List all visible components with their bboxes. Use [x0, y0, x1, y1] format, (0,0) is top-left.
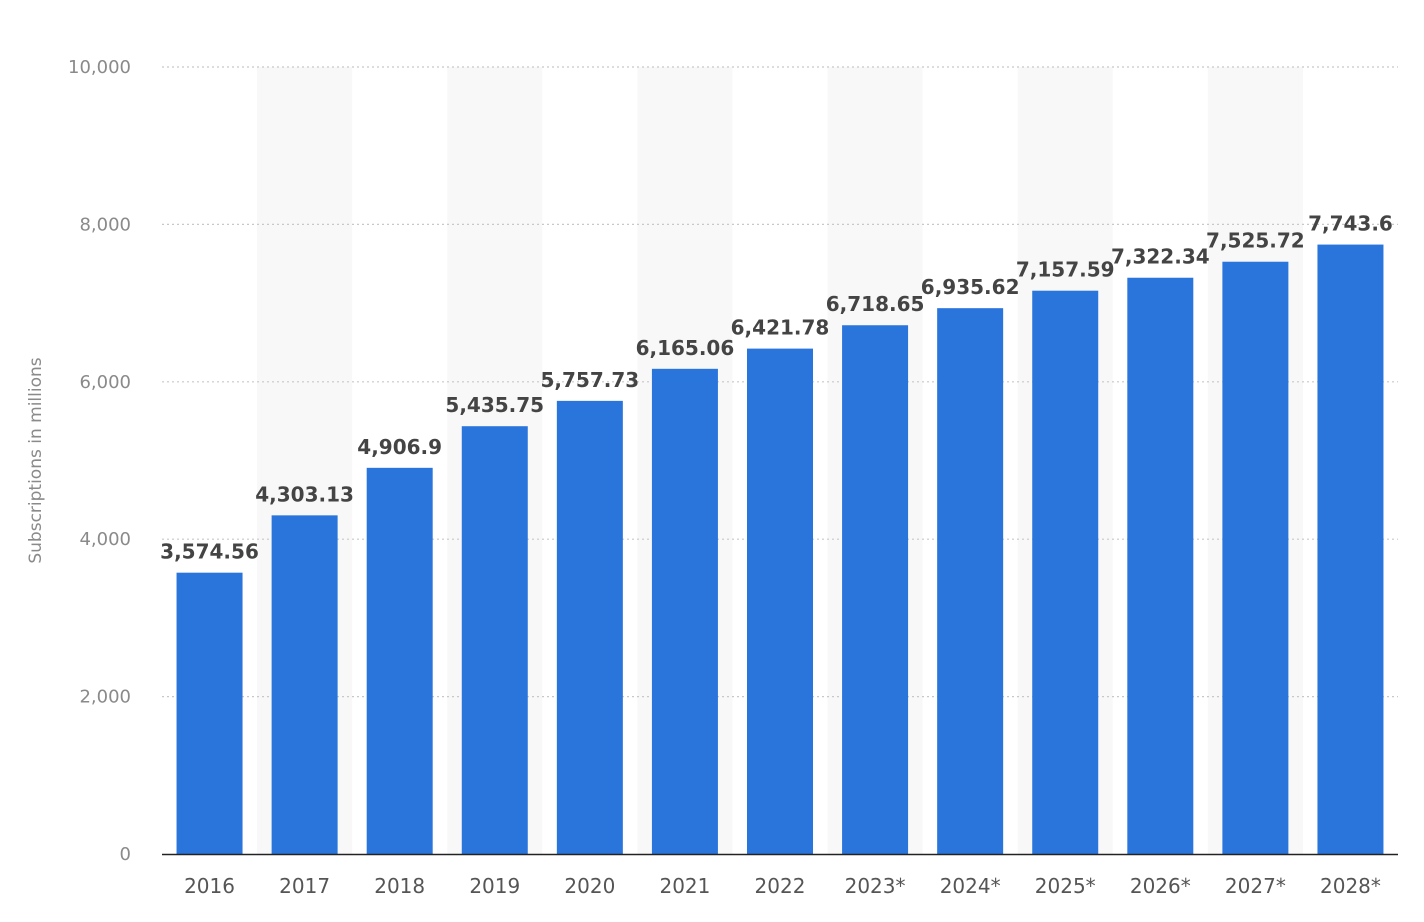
x-tick-label: 2018 — [374, 874, 425, 898]
y-tick-label: 8,000 — [79, 214, 131, 235]
x-tick-label: 2028* — [1320, 874, 1381, 898]
bar-2017[interactable] — [271, 515, 338, 854]
x-tick-label: 2022 — [755, 874, 806, 898]
y-tick-label: 10,000 — [68, 57, 131, 78]
x-tick-label: 2020 — [564, 874, 615, 898]
data-label: 6,421.78 — [731, 316, 830, 340]
data-label: 6,165.06 — [636, 336, 735, 360]
y-tick-label: 2,000 — [79, 687, 131, 708]
y-axis-title: Subscriptions in millions — [26, 357, 46, 563]
x-tick-label: 2023* — [845, 874, 906, 898]
x-tick-label: 2016 — [184, 874, 235, 898]
x-tick-label: 2027* — [1225, 874, 1286, 898]
data-label: 7,157.59 — [1016, 258, 1115, 282]
data-label: 6,935.62 — [921, 275, 1020, 299]
data-label: 7,322.34 — [1111, 245, 1210, 269]
data-label: 5,757.73 — [540, 368, 639, 392]
x-tick-label: 2019 — [469, 874, 520, 898]
bar-2018[interactable] — [366, 467, 433, 854]
data-label: 7,525.72 — [1206, 229, 1305, 253]
bar-2024-forecast[interactable] — [937, 308, 1004, 854]
data-label: 7,743.6 — [1308, 212, 1393, 236]
data-label: 4,303.13 — [255, 482, 354, 506]
bar-2019[interactable] — [461, 426, 528, 854]
bars — [176, 244, 1384, 855]
bar-2028-forecast[interactable] — [1317, 244, 1384, 854]
y-tick-label: 6,000 — [79, 372, 131, 393]
bar-2026-forecast[interactable] — [1127, 277, 1194, 855]
data-labels: 3,574.56 4,303.134,906.95,435.755,757.73 6… — [160, 212, 1393, 564]
bar-2027-forecast[interactable] — [1222, 261, 1289, 854]
bar-2022[interactable] — [747, 348, 813, 854]
x-tick-label: 2025* — [1035, 874, 1096, 898]
data-label: 3,574.56 — [160, 540, 259, 564]
y-tick-label: 4,000 — [79, 529, 131, 550]
bar-2016[interactable] — [176, 572, 243, 854]
bar-2021[interactable] — [651, 368, 718, 854]
y-tick-label: 0 — [120, 844, 131, 865]
y-axis-ticks: 0 2,000 4,000 6,000 8,000 10,000 — [68, 57, 131, 865]
data-label: 6,718.65 — [826, 292, 925, 316]
bar-2020[interactable] — [556, 400, 623, 854]
x-axis-ticks: 2016 2017 2018 2019 2020 2021 2022 2023* 2024* 20… — [184, 874, 1381, 898]
bar-2025-forecast[interactable] — [1032, 290, 1099, 855]
x-tick-label: 2017 — [279, 874, 330, 898]
x-tick-label: 2021 — [659, 874, 710, 898]
x-tick-label: 2026* — [1130, 874, 1191, 898]
x-tick-label: 2024* — [940, 874, 1001, 898]
bar-2023-forecast[interactable] — [842, 325, 909, 854]
data-label: 5,435.75 — [445, 393, 544, 417]
data-label: 4,906.9 — [357, 435, 442, 459]
